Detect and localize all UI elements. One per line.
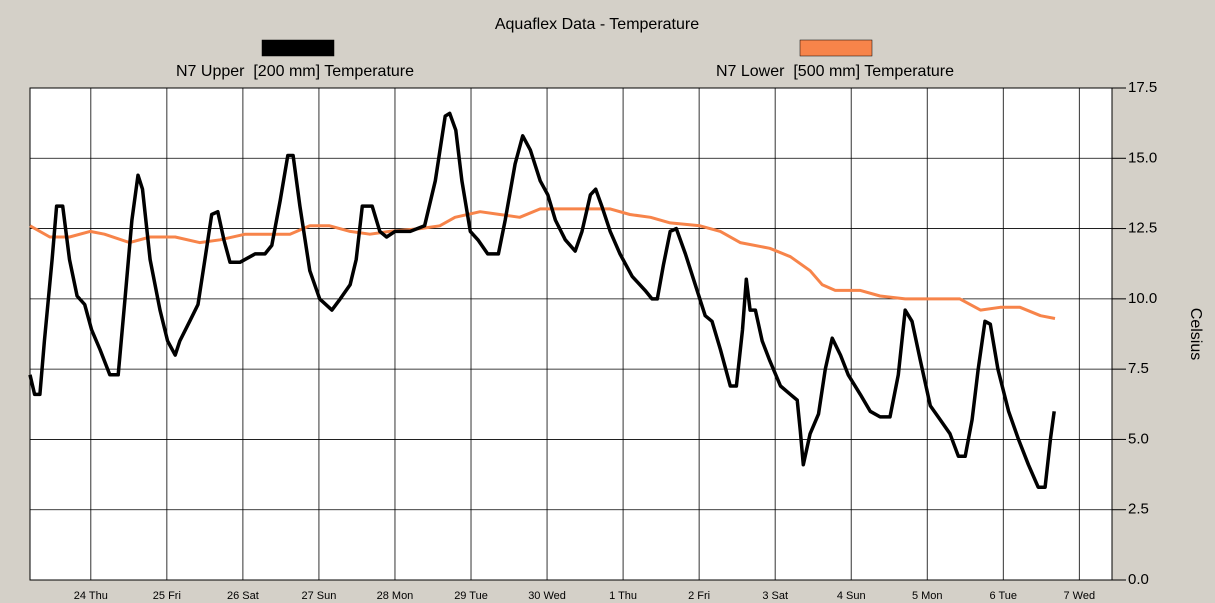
y-tick-label: 12.5 xyxy=(1128,220,1157,237)
line xyxy=(28,111,1056,489)
x-tick-label: 26 Sat xyxy=(227,590,259,602)
y-tick-label: 0.0 xyxy=(1128,571,1149,588)
chart-title: Aquaflex Data - Temperature xyxy=(495,16,699,33)
y-tick-label: 17.5 xyxy=(1128,79,1157,96)
y-tick-label: 15.0 xyxy=(1128,149,1157,166)
y-tick-label: 2.5 xyxy=(1128,501,1149,518)
plot-area xyxy=(29,87,1113,581)
legend-label: N7 Lower [500 mm] Temperature xyxy=(716,63,954,80)
legend-label: N7 Upper [200 mm] Temperature xyxy=(176,63,414,80)
legend-swatch xyxy=(799,39,873,57)
y-axis-label: Celsius xyxy=(1187,308,1204,360)
x-tick-label: 7 Wed xyxy=(1064,590,1096,602)
x-tick-label: 27 Sun xyxy=(302,590,337,602)
x-tick-label: 25 Fri xyxy=(153,590,181,602)
legend-swatch xyxy=(261,39,335,57)
x-tick-label: 4 Sun xyxy=(837,590,866,602)
x-tick-label: 2 Fri xyxy=(688,590,710,602)
x-tick-label: 30 Wed xyxy=(528,590,566,602)
y-tick-label: 5.0 xyxy=(1128,430,1149,447)
x-tick-label: 3 Sat xyxy=(762,590,788,602)
x-tick-label: 5 Mon xyxy=(912,590,943,602)
x-tick-label: 1 Thu xyxy=(609,590,637,602)
x-tick-label: 28 Mon xyxy=(377,590,414,602)
x-tick-label: 6 Tue xyxy=(990,590,1018,602)
x-tick-label: 29 Tue xyxy=(454,590,488,602)
x-tick-label: 24 Thu xyxy=(74,590,108,602)
y-tick-label: 10.0 xyxy=(1128,290,1157,307)
y-tick-label: 7.5 xyxy=(1128,360,1149,377)
line xyxy=(29,207,1056,320)
